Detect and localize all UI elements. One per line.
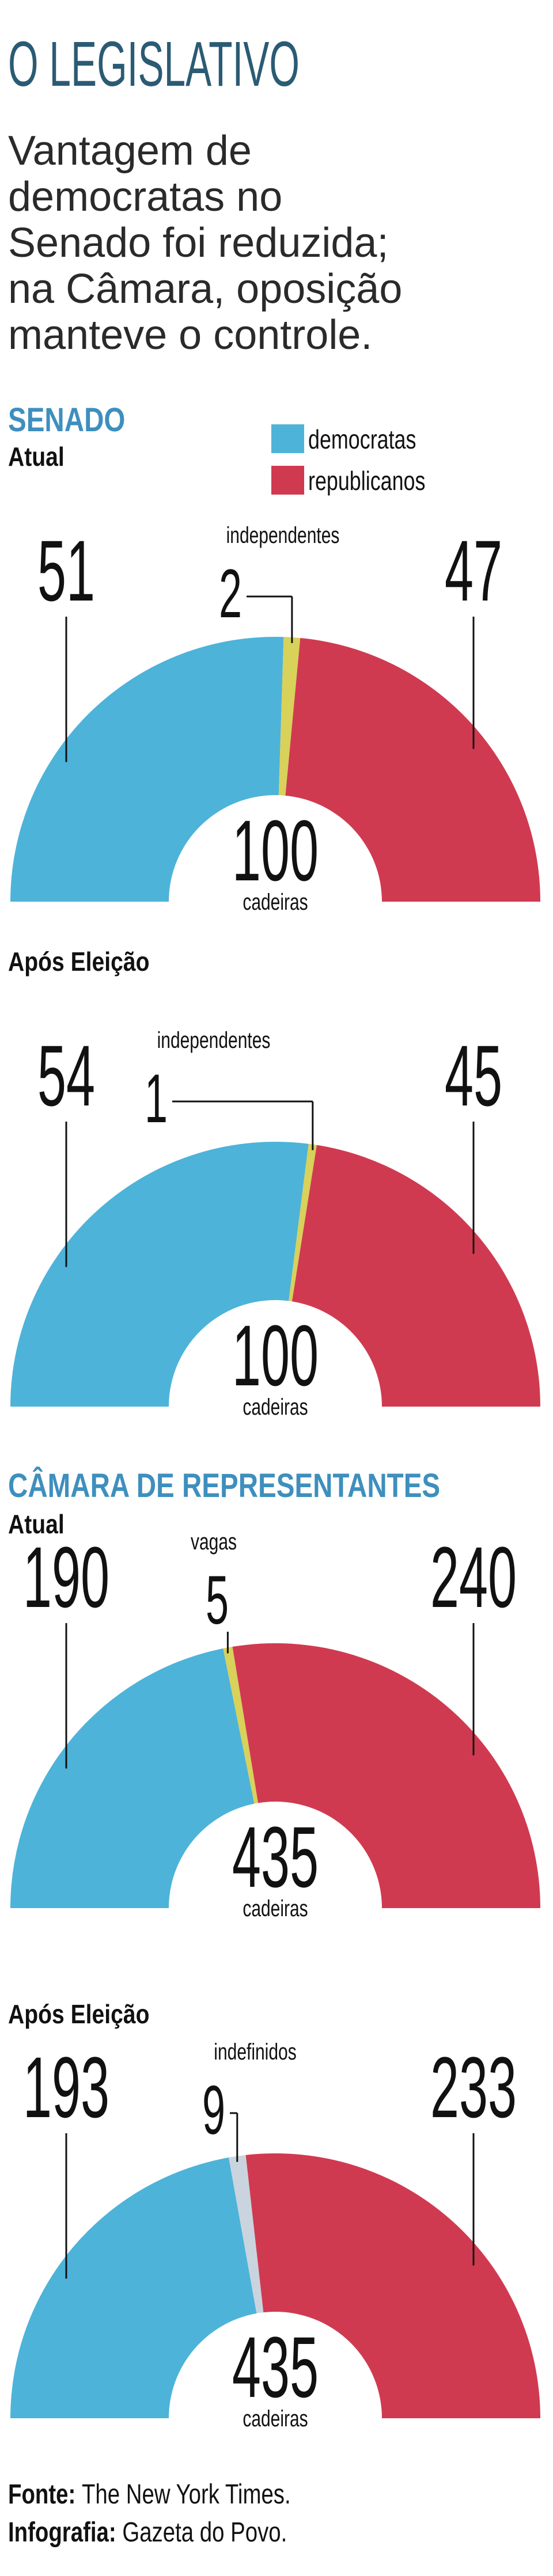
seat-segment — [285, 638, 540, 902]
total-label: cadeiras — [243, 1395, 308, 1420]
seat-segment — [229, 2155, 264, 2313]
value-label: 45 — [445, 1028, 502, 1124]
seat-segment — [245, 2153, 540, 2418]
seat-segment — [10, 1648, 255, 1908]
value-label: 47 — [445, 523, 502, 619]
source: Fonte: The New York Times. — [8, 2479, 291, 2510]
credit-text: Gazeta do Povo. — [122, 2517, 287, 2548]
value-label: 9 — [202, 2071, 225, 2149]
chart-subtitle: Após Eleição — [8, 2000, 149, 2030]
seat-segment — [10, 637, 284, 902]
chart — [10, 1623, 540, 1908]
legend-label: democratas — [308, 425, 416, 454]
seat-segment — [291, 1145, 540, 1407]
value-label: 54 — [37, 1028, 95, 1124]
seat-segment — [232, 1643, 540, 1908]
value-label: 190 — [23, 1529, 109, 1625]
value-label: 5 — [206, 1561, 229, 1639]
subtitle: Vantagem de democratas no Senado foi red… — [8, 128, 402, 358]
seat-segment — [223, 1647, 259, 1804]
seat-segment — [278, 637, 301, 796]
subtitle-line: democratas no — [8, 174, 282, 220]
value-label: 1 — [145, 1059, 168, 1137]
seat-segment — [289, 1143, 317, 1302]
total-label: cadeiras — [243, 1896, 308, 1921]
subtitle-line: Vantagem de — [8, 128, 252, 174]
credit-label: Infografia: — [8, 2517, 116, 2548]
total-value: 435 — [232, 2319, 319, 2415]
middle-label: independentes — [157, 1028, 271, 1053]
total-value: 435 — [232, 1809, 319, 1905]
subtitle-line: Senado foi reduzida; — [8, 220, 388, 266]
source-label: Fonte: — [8, 2479, 75, 2510]
chart-subtitle: Após Eleição — [8, 947, 149, 977]
chart-subtitle: Atual — [8, 1510, 65, 1540]
value-label: 51 — [37, 523, 95, 619]
source-text: The New York Times. — [82, 2479, 291, 2510]
legend-swatch — [271, 424, 304, 453]
total-label: cadeiras — [243, 890, 308, 915]
value-label: 193 — [23, 2039, 109, 2136]
total-label: cadeiras — [243, 2406, 308, 2431]
value-label: 2 — [219, 554, 242, 632]
value-label: 240 — [430, 1529, 517, 1625]
value-label: 233 — [430, 2039, 517, 2136]
legend-swatch — [271, 466, 304, 495]
total-value: 100 — [232, 1308, 319, 1404]
section-title: CÂMARA DE REPRESENTANTES — [8, 1466, 440, 1504]
middle-label: indefinidos — [214, 2039, 296, 2065]
chart-subtitle: Atual — [8, 442, 65, 472]
section-title: SENADO — [8, 402, 125, 439]
seat-segment — [10, 1141, 309, 1407]
chart — [10, 2112, 540, 2418]
chart — [10, 424, 540, 902]
legend-label: republicanos — [308, 466, 425, 496]
total-value: 100 — [232, 803, 319, 899]
seat-segment — [10, 2157, 257, 2418]
middle-label: independentes — [226, 523, 340, 548]
middle-label: vagas — [191, 1529, 237, 1555]
chart — [10, 1100, 540, 1407]
title: O LEGISLATIVO — [8, 29, 300, 100]
credit: Infografia: Gazeta do Povo. — [8, 2517, 287, 2548]
subtitle-line: manteve o controle. — [8, 312, 372, 358]
subtitle-line: na Câmara, oposição — [8, 266, 402, 312]
